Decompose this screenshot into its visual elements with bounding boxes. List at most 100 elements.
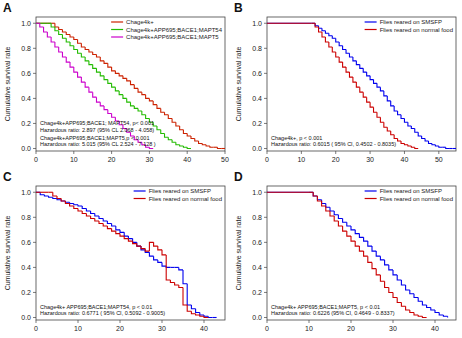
step-segment <box>108 80 112 84</box>
step-segment <box>394 135 397 139</box>
step-segment <box>404 143 407 144</box>
step-segment <box>128 239 132 242</box>
step-segment <box>95 214 99 217</box>
step-segment <box>149 98 153 101</box>
step-segment <box>411 126 414 129</box>
step-segment <box>116 231 120 234</box>
x-tick-label: 10 <box>74 325 82 332</box>
step-segment <box>49 192 53 193</box>
step-segment <box>313 192 317 196</box>
step-segment <box>89 61 93 65</box>
step-segment <box>355 230 359 234</box>
step-segment <box>100 57 104 61</box>
step-segment <box>81 77 85 82</box>
step-segment <box>359 234 363 238</box>
step-segment <box>196 309 200 313</box>
step-segment <box>62 52 66 57</box>
step-segment <box>176 142 180 145</box>
step-segment <box>319 27 322 32</box>
series <box>36 192 217 317</box>
step-segment <box>447 316 448 317</box>
panel: A010203040500.00.20.40.60.81.0Cumulative… <box>3 1 229 163</box>
step-segment <box>363 92 366 97</box>
step-segment <box>53 192 57 196</box>
step-segment <box>200 312 204 315</box>
step-segment <box>85 57 89 61</box>
step-segment <box>391 131 394 135</box>
step-segment <box>47 32 51 37</box>
step-segment <box>329 42 332 47</box>
step-segment <box>338 221 342 226</box>
step-segment <box>183 270 187 284</box>
step-segment <box>367 72 370 76</box>
y-tick <box>264 98 267 99</box>
step-segment <box>112 113 116 117</box>
step-segment <box>377 112 380 117</box>
y-tick-label: 1.0 <box>252 20 262 27</box>
legend-swatch <box>365 198 377 199</box>
step-segment <box>330 207 334 211</box>
step-segment <box>387 96 390 101</box>
legend-label: Flies reared on SMSFP <box>149 188 211 194</box>
step-segment <box>439 146 442 147</box>
y-axis-label: Cumulative survival rate <box>235 47 242 122</box>
step-segment <box>343 226 347 231</box>
step-segment <box>123 95 127 99</box>
x-tick <box>120 320 121 323</box>
step-segment <box>391 101 394 106</box>
step-segment <box>149 147 153 148</box>
step-segment <box>191 305 195 309</box>
step-segment <box>86 209 90 212</box>
y-tick <box>33 48 36 49</box>
step-segment <box>119 73 123 76</box>
step-segment <box>74 206 78 209</box>
step-segment <box>51 23 55 24</box>
step-segment <box>165 112 169 115</box>
step-segment <box>138 88 142 92</box>
step-segment <box>393 292 397 297</box>
x-tick <box>73 151 74 154</box>
step-segment <box>112 83 116 87</box>
x-tick <box>351 320 352 323</box>
step-segment <box>389 287 393 292</box>
legend-swatch <box>365 29 377 30</box>
y-tick <box>33 148 36 149</box>
step-segment <box>99 221 103 224</box>
x-tick <box>162 320 163 323</box>
x-tick <box>267 320 268 323</box>
x-tick-label: 50 <box>435 156 443 163</box>
y-tick-label: 0.4 <box>252 95 262 102</box>
step-segment <box>376 251 380 256</box>
x-tick-label: 20 <box>116 325 124 332</box>
step-segment <box>343 62 346 67</box>
step-segment <box>372 262 376 268</box>
step-segment <box>376 269 380 275</box>
step-segment <box>449 148 452 149</box>
y-tick-label: 0.4 <box>21 95 31 102</box>
step-segment <box>408 122 411 126</box>
y-tick <box>264 217 267 218</box>
step-segment <box>161 108 165 112</box>
step-segment <box>134 85 138 89</box>
y-tick <box>33 23 36 24</box>
step-segment <box>326 204 330 208</box>
x-tick-label: 20 <box>347 325 355 332</box>
step-segment <box>384 91 387 96</box>
x-tick <box>393 320 394 323</box>
step-segment <box>336 52 339 57</box>
step-segment <box>168 115 172 119</box>
series <box>267 192 427 317</box>
annotation: Chage4k+, p < 0.001Hazardous ratio: 0.60… <box>271 135 396 148</box>
step-segment <box>208 316 212 317</box>
step-segment <box>267 23 312 24</box>
step-segment <box>172 140 176 143</box>
step-segment <box>115 87 119 91</box>
step-segment <box>170 267 174 268</box>
step-segment <box>180 145 184 146</box>
figure: A010203040500.00.20.40.60.81.0Cumulative… <box>0 0 462 338</box>
step-segment <box>322 28 325 31</box>
annotation: Chage4k+APP695;BACE1;MAPT5,p < 0.001Haza… <box>40 135 156 148</box>
step-segment <box>179 267 183 270</box>
step-segment <box>339 42 342 46</box>
x-tick <box>301 151 302 154</box>
